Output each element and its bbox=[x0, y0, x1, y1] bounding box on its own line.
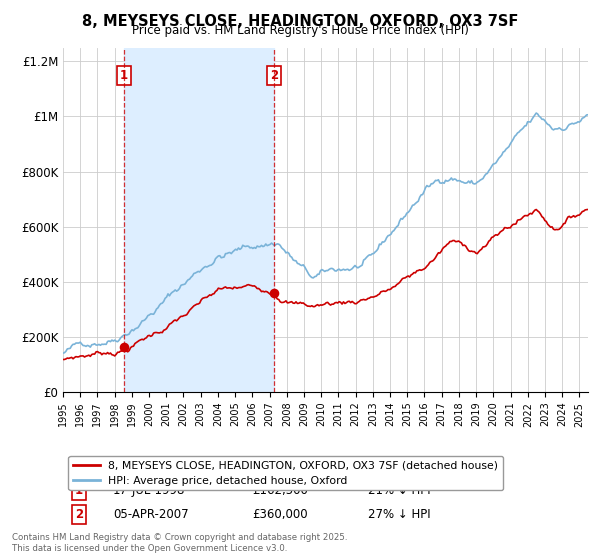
Text: 2: 2 bbox=[270, 69, 278, 82]
Text: 1: 1 bbox=[120, 69, 128, 82]
Text: 2: 2 bbox=[74, 508, 83, 521]
Text: £360,000: £360,000 bbox=[252, 508, 308, 521]
Text: 17-JUL-1998: 17-JUL-1998 bbox=[113, 484, 185, 497]
Text: 27% ↓ HPI: 27% ↓ HPI bbox=[367, 508, 430, 521]
Point bbox=[269, 288, 278, 297]
Text: 1: 1 bbox=[74, 484, 83, 497]
Text: £162,500: £162,500 bbox=[252, 484, 308, 497]
Text: Contains HM Land Registry data © Crown copyright and database right 2025.
This d: Contains HM Land Registry data © Crown c… bbox=[12, 533, 347, 553]
Text: Price paid vs. HM Land Registry's House Price Index (HPI): Price paid vs. HM Land Registry's House … bbox=[131, 24, 469, 36]
Point bbox=[119, 343, 129, 352]
Bar bbox=[124, 48, 274, 392]
Legend: 8, MEYSEYS CLOSE, HEADINGTON, OXFORD, OX3 7SF (detached house), HPI: Average pri: 8, MEYSEYS CLOSE, HEADINGTON, OXFORD, OX… bbox=[68, 456, 503, 490]
Text: 8, MEYSEYS CLOSE, HEADINGTON, OXFORD, OX3 7SF: 8, MEYSEYS CLOSE, HEADINGTON, OXFORD, OX… bbox=[82, 14, 518, 29]
Text: 21% ↓ HPI: 21% ↓ HPI bbox=[367, 484, 430, 497]
Text: 05-APR-2007: 05-APR-2007 bbox=[113, 508, 188, 521]
